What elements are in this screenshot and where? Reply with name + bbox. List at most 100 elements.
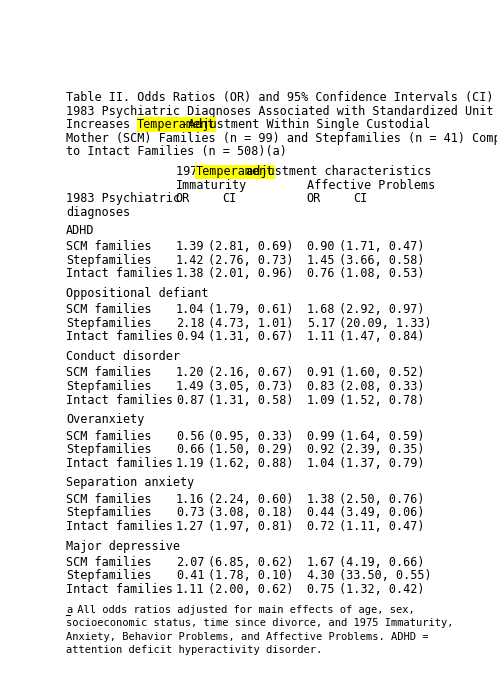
Text: SCM families: SCM families bbox=[66, 429, 152, 442]
Text: a: a bbox=[66, 605, 72, 615]
Text: socioeconomic status, time since divorce, and 1975 Immaturity,: socioeconomic status, time since divorce… bbox=[66, 619, 453, 628]
Text: (2.00, 0.62): (2.00, 0.62) bbox=[208, 583, 293, 596]
Text: (2.16, 0.67): (2.16, 0.67) bbox=[208, 367, 293, 380]
Text: (1.78, 0.10): (1.78, 0.10) bbox=[208, 569, 293, 582]
Text: (20.09, 1.33): (20.09, 1.33) bbox=[338, 317, 431, 330]
Text: (1.79, 0.61): (1.79, 0.61) bbox=[208, 303, 293, 316]
Text: Separation anxiety: Separation anxiety bbox=[66, 477, 194, 489]
Text: Stepfamilies: Stepfamilies bbox=[66, 317, 152, 330]
Text: 0.94: 0.94 bbox=[176, 330, 204, 343]
Text: 1.16: 1.16 bbox=[176, 493, 204, 506]
Text: (6.85, 0.62): (6.85, 0.62) bbox=[208, 556, 293, 569]
Text: 0.91: 0.91 bbox=[307, 367, 335, 380]
Text: (3.08, 0.18): (3.08, 0.18) bbox=[208, 506, 293, 519]
Text: 1.38: 1.38 bbox=[176, 268, 204, 280]
Text: (2.50, 0.76): (2.50, 0.76) bbox=[338, 493, 424, 506]
Text: (3.05, 0.73): (3.05, 0.73) bbox=[208, 380, 293, 393]
Text: Affective Problems: Affective Problems bbox=[307, 179, 435, 192]
Text: (0.95, 0.33): (0.95, 0.33) bbox=[208, 429, 293, 442]
Text: 0.92: 0.92 bbox=[307, 443, 335, 456]
Text: CI: CI bbox=[353, 193, 367, 205]
Text: 0.56: 0.56 bbox=[176, 429, 204, 442]
Text: (1.11, 0.47): (1.11, 0.47) bbox=[338, 519, 424, 533]
Text: (3.66, 0.58): (3.66, 0.58) bbox=[338, 254, 424, 267]
Text: (1.97, 0.81): (1.97, 0.81) bbox=[208, 519, 293, 533]
Text: CI: CI bbox=[222, 193, 236, 205]
Text: 0.87: 0.87 bbox=[176, 394, 204, 407]
Text: 0.41: 0.41 bbox=[176, 569, 204, 582]
Text: Stepfamilies: Stepfamilies bbox=[66, 254, 152, 267]
Text: OR: OR bbox=[307, 193, 321, 205]
Text: SCM families: SCM families bbox=[66, 367, 152, 380]
Text: 1983 Psychiatric Diagnoses Associated with Standardized Unit: 1983 Psychiatric Diagnoses Associated wi… bbox=[66, 105, 494, 118]
Text: Stepfamilies: Stepfamilies bbox=[66, 380, 152, 393]
Text: (1.52, 0.78): (1.52, 0.78) bbox=[338, 394, 424, 407]
Text: Intact families: Intact families bbox=[66, 519, 173, 533]
Text: Intact families: Intact families bbox=[66, 330, 173, 343]
Text: to Intact Families (n = 508)(a): to Intact Families (n = 508)(a) bbox=[66, 145, 287, 158]
Text: 1.49: 1.49 bbox=[176, 380, 204, 393]
Text: diagnoses: diagnoses bbox=[66, 206, 130, 219]
Text: (3.49, 0.06): (3.49, 0.06) bbox=[338, 506, 424, 519]
Text: (4.73, 1.01): (4.73, 1.01) bbox=[208, 317, 293, 330]
Text: 1.04: 1.04 bbox=[176, 303, 204, 316]
Text: Intact families: Intact families bbox=[66, 457, 173, 470]
Text: 1.27: 1.27 bbox=[176, 519, 204, 533]
Text: (1.71, 0.47): (1.71, 0.47) bbox=[338, 240, 424, 253]
Text: (33.50, 0.55): (33.50, 0.55) bbox=[338, 569, 431, 582]
Text: Overanxiety: Overanxiety bbox=[66, 413, 144, 427]
Text: Temperament: Temperament bbox=[137, 118, 216, 131]
Text: Temperament: Temperament bbox=[195, 165, 274, 178]
Text: 5.17: 5.17 bbox=[307, 317, 335, 330]
Text: 1.04: 1.04 bbox=[307, 457, 335, 470]
Text: Stepfamilies: Stepfamilies bbox=[66, 443, 152, 456]
Text: Conduct disorder: Conduct disorder bbox=[66, 350, 180, 363]
Text: 0.76: 0.76 bbox=[307, 268, 335, 280]
Text: (1.60, 0.52): (1.60, 0.52) bbox=[338, 367, 424, 380]
Text: 1.67: 1.67 bbox=[307, 556, 335, 569]
Text: 1.68: 1.68 bbox=[307, 303, 335, 316]
Text: Intact families: Intact families bbox=[66, 394, 173, 407]
Text: (1.32, 0.42): (1.32, 0.42) bbox=[338, 583, 424, 596]
Text: 0.72: 0.72 bbox=[307, 519, 335, 533]
Text: 0.66: 0.66 bbox=[176, 443, 204, 456]
Text: 1983 Psychiatric: 1983 Psychiatric bbox=[66, 193, 180, 205]
Text: Major depressive: Major depressive bbox=[66, 539, 180, 552]
Text: SCM families: SCM families bbox=[66, 303, 152, 316]
Text: SCM families: SCM families bbox=[66, 240, 152, 253]
Text: Anxiety, Behavior Problems, and Affective Problems. ADHD =: Anxiety, Behavior Problems, and Affectiv… bbox=[66, 632, 428, 642]
Text: Intact families: Intact families bbox=[66, 268, 173, 280]
Text: 1.09: 1.09 bbox=[307, 394, 335, 407]
Text: 1.39: 1.39 bbox=[176, 240, 204, 253]
Text: 1.42: 1.42 bbox=[176, 254, 204, 267]
Text: 1.11: 1.11 bbox=[176, 583, 204, 596]
Text: Increases in 1975: Increases in 1975 bbox=[66, 118, 194, 131]
Text: (1.37, 0.79): (1.37, 0.79) bbox=[338, 457, 424, 470]
Text: attention deficit hyperactivity disorder.: attention deficit hyperactivity disorder… bbox=[66, 645, 322, 655]
Text: 1.11: 1.11 bbox=[307, 330, 335, 343]
Text: (1.08, 0.53): (1.08, 0.53) bbox=[338, 268, 424, 280]
Text: 0.99: 0.99 bbox=[307, 429, 335, 442]
Text: 0.75: 0.75 bbox=[307, 583, 335, 596]
Text: (2.01, 0.96): (2.01, 0.96) bbox=[208, 268, 293, 280]
Text: (1.31, 0.67): (1.31, 0.67) bbox=[208, 330, 293, 343]
Text: Stepfamilies: Stepfamilies bbox=[66, 569, 152, 582]
Text: Mother (SCM) Families (n = 99) and Stepfamilies (n = 41) Compared: Mother (SCM) Families (n = 99) and Stepf… bbox=[66, 131, 497, 144]
Text: 0.73: 0.73 bbox=[176, 506, 204, 519]
Text: 0.90: 0.90 bbox=[307, 240, 335, 253]
Text: 1.38: 1.38 bbox=[307, 493, 335, 506]
Text: All odds ratios adjusted for main effects of age, sex,: All odds ratios adjusted for main effect… bbox=[71, 605, 414, 615]
Text: -adjustment characteristics: -adjustment characteristics bbox=[239, 165, 431, 178]
Text: (4.19, 0.66): (4.19, 0.66) bbox=[338, 556, 424, 569]
Text: 2.07: 2.07 bbox=[176, 556, 204, 569]
Text: 1975: 1975 bbox=[176, 165, 211, 178]
Text: (2.24, 0.60): (2.24, 0.60) bbox=[208, 493, 293, 506]
Text: 1.45: 1.45 bbox=[307, 254, 335, 267]
Text: (1.50, 0.29): (1.50, 0.29) bbox=[208, 443, 293, 456]
Text: (1.64, 0.59): (1.64, 0.59) bbox=[338, 429, 424, 442]
Text: 4.30: 4.30 bbox=[307, 569, 335, 582]
Text: OR: OR bbox=[176, 193, 190, 205]
Text: Table II. Odds Ratios (OR) and 95% Confidence Intervals (CI) of: Table II. Odds Ratios (OR) and 95% Confi… bbox=[66, 91, 497, 104]
Text: (1.62, 0.88): (1.62, 0.88) bbox=[208, 457, 293, 470]
Text: Stepfamilies: Stepfamilies bbox=[66, 506, 152, 519]
